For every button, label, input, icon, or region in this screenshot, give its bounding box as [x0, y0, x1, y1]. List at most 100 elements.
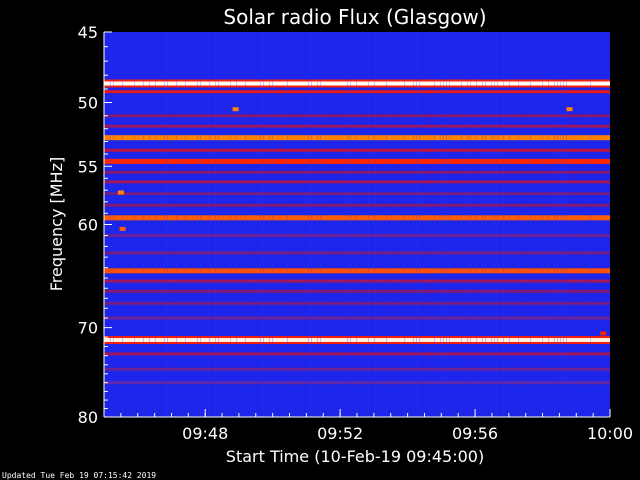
time-stripe [560, 32, 561, 417]
frequency-band [104, 170, 610, 174]
time-stripe [434, 32, 435, 417]
time-stripe [311, 32, 312, 417]
x-tick-label: 10:00 [587, 424, 633, 443]
frequency-band [104, 367, 610, 371]
time-stripe [143, 32, 144, 417]
frequency-band [104, 234, 610, 238]
burst-spot [119, 226, 126, 231]
time-stripe [482, 32, 483, 417]
time-stripe [272, 32, 273, 417]
time-stripe [317, 32, 318, 417]
time-stripe [230, 32, 231, 417]
y-tick-label: 50 [78, 94, 98, 113]
time-stripe [590, 32, 591, 417]
frequency-band-halo [104, 342, 610, 344]
frequency-band [104, 192, 610, 196]
time-stripe [449, 32, 450, 417]
y-tick-label: 80 [78, 408, 98, 427]
time-stripe [122, 32, 123, 417]
frequency-bands [104, 79, 610, 385]
time-stripe [440, 32, 441, 417]
time-stripe [308, 32, 309, 417]
time-stripe [260, 32, 261, 417]
frequency-band [104, 215, 610, 221]
frequency-band [104, 338, 610, 342]
time-stripe [416, 32, 417, 417]
frequency-band [104, 114, 610, 118]
frequency-band [104, 316, 610, 320]
time-stripe [476, 32, 477, 417]
time-stripes [110, 32, 591, 417]
y-tick-label: 55 [78, 157, 98, 176]
time-stripe [185, 32, 186, 417]
frequency-band [104, 124, 610, 128]
time-stripe [518, 32, 519, 417]
time-stripe [368, 32, 369, 417]
burst-spot [566, 107, 573, 112]
time-stripe [404, 32, 405, 417]
frequency-band-halo [104, 336, 610, 338]
burst-spots [117, 107, 607, 336]
time-stripe [113, 32, 114, 417]
time-stripe [269, 32, 270, 417]
time-stripe [467, 32, 468, 417]
frequency-band [104, 279, 610, 283]
time-stripe [200, 32, 201, 417]
burst-spot [600, 331, 607, 336]
time-stripe [461, 32, 462, 417]
frequency-band [104, 203, 610, 207]
frequency-band [104, 81, 610, 86]
time-stripe [548, 32, 549, 417]
frequency-band [104, 289, 610, 293]
x-tick-label: 09:48 [182, 424, 228, 443]
frequency-band [104, 158, 610, 164]
frequency-band [104, 268, 610, 274]
time-stripe [497, 32, 498, 417]
time-stripe [509, 32, 510, 417]
time-stripe [155, 32, 156, 417]
time-stripe [566, 32, 567, 417]
time-stripe [503, 32, 504, 417]
y-axis-ticks: 45 50 55 60 70 80 [78, 23, 112, 427]
time-stripe [347, 32, 348, 417]
time-stripe [176, 32, 177, 417]
time-stripe [443, 32, 444, 417]
time-stripe [164, 32, 165, 417]
time-stripe [470, 32, 471, 417]
x-tick-label: 09:52 [317, 424, 363, 443]
time-stripe [215, 32, 216, 417]
frequency-band-halo [104, 85, 610, 88]
frequency-band [104, 90, 610, 94]
frequency-band [104, 135, 610, 141]
time-stripe [374, 32, 375, 417]
time-stripe [446, 32, 447, 417]
frequency-band [104, 301, 610, 305]
time-stripe [197, 32, 198, 417]
time-stripe [149, 32, 150, 417]
x-axis-ticks: 09:48 09:52 09:56 10:00 [120, 409, 633, 443]
time-stripe [263, 32, 264, 417]
time-stripe [134, 32, 135, 417]
updated-timestamp: Updated Tue Feb 19 07:15:42 2019 [2, 471, 156, 480]
y-tick-label: 70 [78, 319, 98, 338]
time-stripe [557, 32, 558, 417]
time-stripe [287, 32, 288, 417]
time-stripe [413, 32, 414, 417]
frequency-band [104, 148, 610, 152]
frequency-band-halo [104, 79, 610, 82]
chart-title: Solar radio Flux (Glasgow) [223, 5, 486, 29]
time-stripe [218, 32, 219, 417]
x-axis-label: Start Time (10-Feb-19 09:45:00) [226, 447, 484, 466]
time-stripe [236, 32, 237, 417]
time-stripe [356, 32, 357, 417]
time-stripe [419, 32, 420, 417]
y-tick-label: 60 [78, 216, 98, 235]
frequency-band [104, 251, 610, 255]
x-tick-label: 09:56 [452, 424, 498, 443]
frequency-band [104, 352, 610, 356]
y-tick-label: 45 [78, 23, 98, 42]
time-stripe [554, 32, 555, 417]
burst-spot [117, 190, 124, 195]
time-stripe [542, 32, 543, 417]
